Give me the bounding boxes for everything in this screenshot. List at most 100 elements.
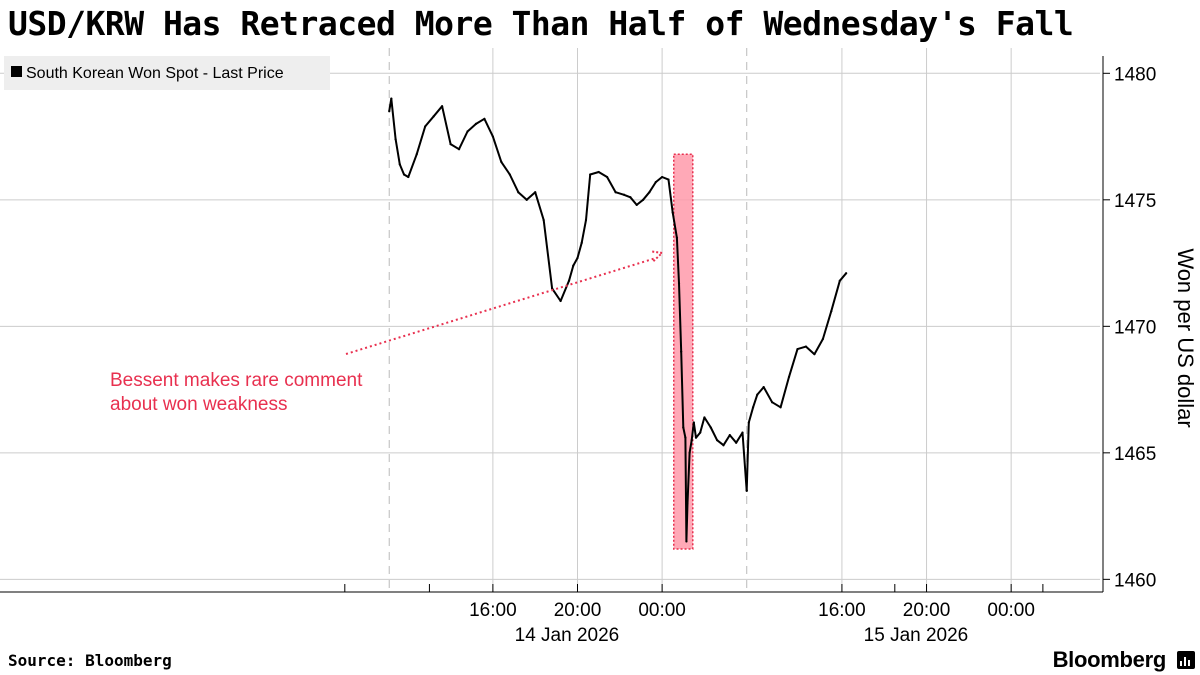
bloomberg-terminal-icon: [1177, 651, 1195, 669]
data-point: [728, 434, 731, 437]
data-point: [589, 173, 592, 176]
data-point: [629, 196, 632, 199]
data-point: [584, 218, 588, 222]
data-point: [699, 431, 702, 434]
data-point: [796, 347, 799, 351]
data-point: [597, 170, 600, 174]
data-point: [508, 173, 511, 176]
x-tick-label: 00:00: [638, 600, 686, 621]
data-point: [745, 489, 748, 492]
data-point: [641, 198, 645, 201]
data-point: [576, 256, 579, 260]
data-point: [614, 191, 617, 194]
data-point: [661, 175, 664, 179]
data-point: [813, 353, 816, 356]
data-point: [398, 163, 401, 166]
annotation-text: Bessent makes rare comment: [110, 370, 363, 391]
data-point: [688, 451, 691, 454]
data-point: [483, 117, 486, 120]
annotation-arrowhead: [650, 250, 665, 262]
brand-logo-text: Bloomberg: [1052, 647, 1167, 672]
data-point: [491, 135, 494, 138]
data-point: [466, 130, 469, 133]
data-point: [474, 122, 478, 126]
data-point: [667, 178, 670, 181]
legend-label: South Korean Won Spot - Last Price: [26, 65, 284, 82]
data-point: [686, 502, 689, 505]
y-tick-label: 1480: [1114, 64, 1156, 85]
y-tick-label: 1475: [1114, 191, 1156, 212]
data-point: [690, 439, 693, 442]
data-point: [821, 337, 824, 341]
data-point: [787, 375, 791, 379]
data-point: [415, 153, 418, 156]
data-point: [680, 350, 683, 353]
data-point: [449, 143, 452, 146]
annotation-arrow: [345, 256, 657, 355]
data-point: [457, 148, 461, 151]
data-point: [804, 345, 808, 348]
data-point: [606, 175, 609, 179]
data-point: [709, 426, 712, 429]
data-point: [716, 439, 719, 442]
data-point: [692, 421, 695, 424]
data-point: [424, 125, 427, 128]
y-tick-label: 1460: [1114, 570, 1156, 591]
annotation-text: about won weakness: [110, 394, 287, 415]
data-point: [677, 282, 681, 285]
data-point: [654, 181, 657, 184]
y-axis-title: Won per US dollar: [1173, 248, 1198, 427]
y-tick-label: 1465: [1114, 444, 1156, 465]
data-point: [648, 191, 651, 194]
y-tick-label: 1470: [1114, 317, 1156, 338]
x-tick-label: 00:00: [987, 600, 1035, 621]
data-point: [572, 264, 575, 267]
data-point: [551, 287, 554, 290]
data-point: [559, 299, 562, 303]
data-point: [838, 279, 841, 282]
data-point: [684, 436, 687, 439]
source-note: Source: Bloomberg: [8, 651, 172, 670]
data-point: [394, 137, 397, 141]
data-point: [830, 310, 833, 313]
data-point: [407, 175, 410, 179]
data-point: [762, 385, 765, 389]
series-line-1: [745, 272, 847, 491]
data-point: [741, 431, 744, 434]
x-tick-label: 20:00: [554, 600, 602, 621]
data-point: [402, 173, 406, 176]
data-point: [771, 401, 774, 404]
x-tick-label: 16:00: [469, 600, 517, 621]
x-tick-label: 20:00: [903, 600, 951, 621]
data-point: [671, 211, 674, 214]
data-point: [432, 115, 435, 118]
data-point: [747, 421, 750, 424]
data-point: [622, 193, 626, 196]
data-point: [756, 393, 759, 396]
x-tick-label: 16:00: [818, 600, 866, 621]
data-point: [845, 272, 848, 275]
data-point: [703, 416, 706, 419]
data-point: [390, 97, 393, 100]
data-point: [722, 444, 725, 447]
data-point: [779, 406, 782, 409]
data-point: [500, 160, 503, 163]
data-point: [675, 236, 679, 239]
data-point: [388, 110, 391, 113]
data-point: [735, 441, 738, 444]
data-point: [694, 436, 698, 439]
series-line-0: [388, 97, 748, 543]
legend-box: [4, 56, 330, 90]
legend-swatch: [11, 66, 22, 77]
data-point: [580, 241, 583, 244]
data-point: [534, 191, 537, 194]
x-date-label: 15 Jan 2026: [864, 625, 969, 646]
data-point: [517, 191, 520, 194]
highlight-region: [673, 153, 694, 550]
data-point: [751, 406, 755, 409]
data-point: [525, 198, 528, 201]
data-point: [441, 105, 444, 108]
x-date-label: 14 Jan 2026: [515, 625, 620, 646]
data-point: [542, 218, 545, 222]
